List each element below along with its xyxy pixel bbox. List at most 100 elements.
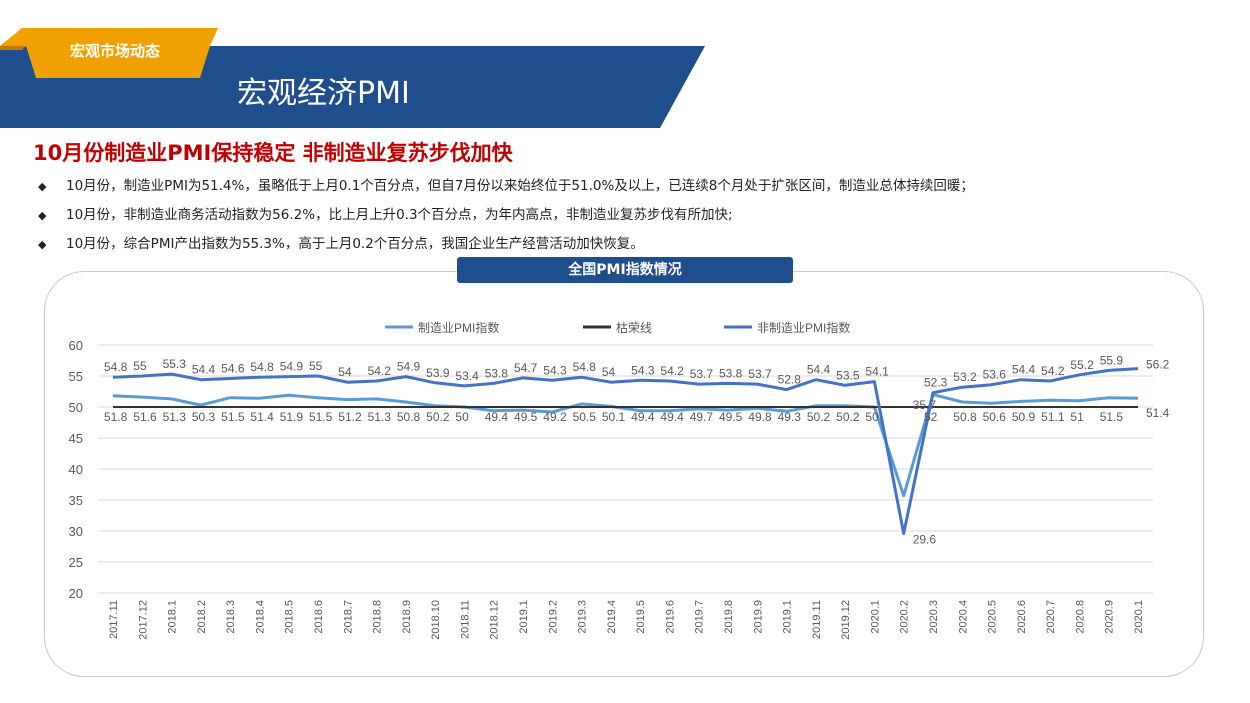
y-tick-label: 50 (69, 400, 83, 415)
section-tag: 宏观市场动态 (69, 42, 160, 60)
data-label: 50.5 (573, 410, 597, 424)
data-label: 51.4 (1146, 406, 1170, 420)
page-title: 宏观经济PMI (237, 76, 410, 111)
x-tick-label: 2019.6 (664, 600, 676, 634)
data-label: 54.4 (1012, 363, 1036, 377)
x-tick-label: 2020.1 (869, 600, 881, 634)
y-tick-label: 30 (69, 524, 83, 539)
data-label: 55 (309, 359, 323, 373)
data-label: 51.1 (1041, 410, 1065, 424)
data-label: 51.3 (368, 410, 392, 424)
x-tick-label: 2019.1 (518, 600, 530, 634)
data-label: 52.3 (924, 376, 948, 390)
bullet-item: ◆ 10月份，非制造业商务活动指数为56.2%，比上月上升0.3个百分点，为年内高… (38, 204, 974, 233)
x-tick-label: 2020.8 (1074, 600, 1086, 634)
data-label: 49.3 (778, 410, 802, 424)
x-tick-label: 2020.5 (987, 600, 999, 634)
x-tick-label: 2019.2 (547, 600, 559, 634)
x-tick-label: 2020.2 (899, 600, 911, 634)
legend-label: 制造业PMI指数 (418, 320, 499, 335)
bullet-item: ◆ 10月份，综合PMI产出指数为55.3%，高于上月0.2个百分点，我国企业生产… (38, 233, 974, 262)
data-label: 54.4 (807, 363, 831, 377)
bullet-text: 10月份，非制造业商务活动指数为56.2%，比上月上升0.3个百分点，为年内高点… (66, 207, 733, 223)
y-tick-label: 25 (69, 555, 83, 570)
header-tag-shape (0, 28, 218, 78)
y-tick-label: 20 (69, 586, 83, 601)
y-tick-label: 45 (69, 431, 83, 446)
data-label: 49.5 (719, 410, 743, 424)
x-tick-label: 2020.9 (1104, 600, 1116, 634)
x-tick-label: 2020.6 (1016, 600, 1028, 634)
x-tick-label: 2020.4 (957, 600, 969, 634)
data-label: 50.2 (807, 410, 831, 424)
data-label: 55.2 (1070, 358, 1094, 372)
x-tick-label: 2020.1 (1133, 600, 1145, 634)
series-line (112, 367, 1139, 535)
data-label: 29.6 (913, 532, 937, 546)
x-tick-label: 2019.9 (752, 600, 764, 634)
data-label: 50 (865, 410, 879, 424)
bullet-text: 10月份，综合PMI产出指数为55.3%，高于上月0.2个百分点，我国企业生产经… (66, 236, 644, 252)
data-label: 49.8 (748, 410, 772, 424)
x-tick-label: 2019.3 (577, 600, 589, 634)
data-label: 49.4 (660, 410, 684, 424)
x-tick-label: 2019.4 (606, 600, 618, 634)
x-tick-label: 2018.2 (196, 600, 208, 634)
x-tick-label: 2017.11 (108, 600, 120, 639)
bullet-list: ◆ 10月份，制造业PMI为51.4%，虽略低于上月0.1个百分点，但自7月份以来… (38, 175, 974, 262)
data-label: 49.4 (631, 410, 655, 424)
data-label: 52 (924, 410, 938, 424)
x-tick-label: 2019.8 (723, 600, 735, 634)
data-label: 54.3 (631, 363, 655, 377)
data-label: 51.5 (221, 410, 245, 424)
x-tick-label: 2018.5 (284, 600, 296, 634)
data-label: 54.2 (1041, 364, 1065, 378)
headline: 10月份制造业PMI保持稳定 非制造业复苏步伐加快 (33, 141, 513, 165)
data-label: 50.3 (192, 410, 216, 424)
x-tick-label: 2018.9 (401, 600, 413, 634)
data-label: 53.5 (836, 368, 860, 382)
x-tick-label: 2018.3 (225, 600, 237, 634)
data-label: 54.6 (221, 361, 245, 375)
data-label: 53.2 (953, 370, 977, 384)
x-tick-label: 2018.1 (167, 600, 179, 634)
data-label: 51.4 (250, 410, 274, 424)
data-label: 49.5 (514, 410, 538, 424)
data-label: 53.6 (983, 368, 1007, 382)
bullet-item: ◆ 10月份，制造业PMI为51.4%，虽略低于上月0.1个百分点，但自7月份以来… (38, 175, 974, 204)
x-tick-label: 2018.8 (372, 600, 384, 634)
x-tick-label: 2018.6 (313, 600, 325, 634)
data-label: 54.9 (397, 360, 421, 374)
data-label: 51.5 (309, 410, 333, 424)
data-label: 49.4 (485, 410, 509, 424)
x-tick-label: 2019.1 (782, 600, 794, 634)
x-tick-label: 2020.3 (928, 600, 940, 634)
data-label: 54.1 (865, 365, 889, 379)
y-tick-label: 60 (69, 338, 83, 353)
legend-label: 枯荣线 (616, 320, 652, 335)
x-tick-label: 2018.12 (489, 600, 501, 640)
series-line (112, 393, 1139, 498)
data-label: 49.2 (543, 410, 567, 424)
data-label: 54.8 (250, 360, 274, 374)
data-label: 50 (455, 410, 469, 424)
y-tick-label: 40 (69, 462, 83, 477)
data-label: 50.1 (602, 410, 626, 424)
data-label: 53.8 (485, 366, 509, 380)
data-label: 50.9 (1012, 410, 1036, 424)
data-label: 54.4 (192, 363, 216, 377)
data-label: 49.7 (690, 410, 714, 424)
data-label: 54.2 (368, 364, 392, 378)
data-label: 51.2 (338, 410, 362, 424)
data-label: 51.6 (133, 410, 157, 424)
diamond-bullet-icon: ◆ (38, 209, 47, 222)
x-tick-label: 2018.4 (254, 600, 266, 634)
data-label: 55.9 (1100, 353, 1124, 367)
data-label: 54 (338, 365, 352, 379)
data-label: 50.8 (397, 410, 421, 424)
data-label: 54.7 (514, 361, 538, 375)
data-label: 55 (133, 359, 147, 373)
y-tick-label: 55 (69, 369, 83, 384)
data-label: 54.3 (543, 363, 567, 377)
